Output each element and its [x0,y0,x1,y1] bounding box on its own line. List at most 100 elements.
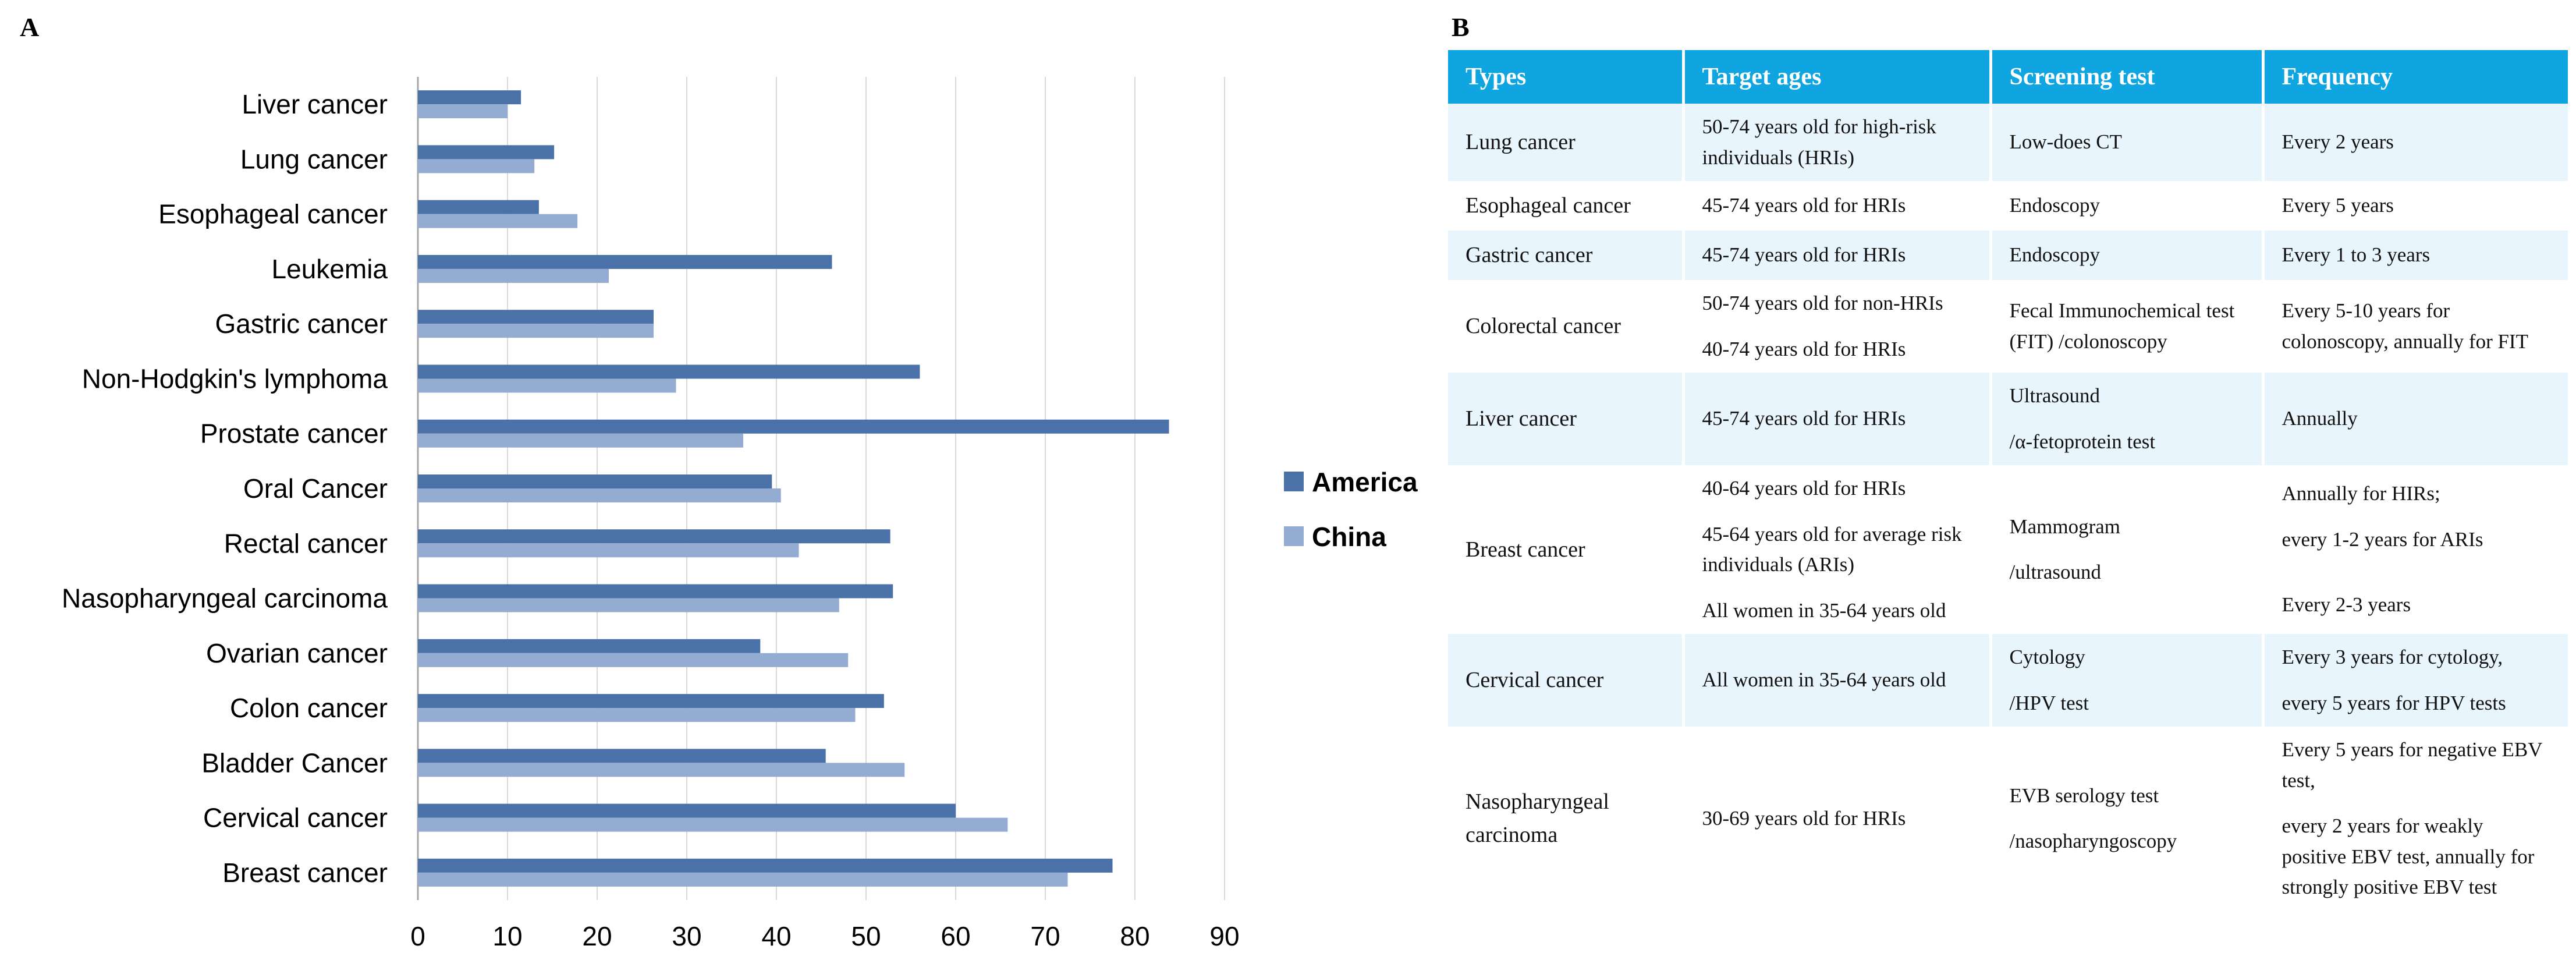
bar-china-10 [418,653,849,667]
category-label: Bladder Cancer [201,748,388,778]
cell-line: Annually [2282,407,2358,430]
cell-frequency: Every 3 years for cytology, every 5 years… [2263,634,2571,727]
cell-line: Mammogram [2009,515,2121,538]
bar-china-0 [418,104,508,119]
legend-label-america: America [1312,467,1418,497]
cell-line: Every 2 years [2282,130,2394,154]
category-labels: Liver cancer Lung cancer Esophageal cancer… [62,89,388,888]
bar-china-2 [418,214,578,228]
cell-line: Colorectal cancer [1466,314,1621,338]
cell-screening-test: Endoscopy [1990,181,2265,231]
cell-line [2282,555,2553,575]
legend-swatch-america [1284,472,1304,491]
cell-line: Every 1 to 3 years [2282,243,2430,267]
cell-line: /nasopharyngoscopy [2009,830,2177,853]
cell-target-ages: 40-64 years old for HRIs 45-64 years old … [1683,465,1992,634]
category-label: Prostate cancer [200,419,388,449]
table-row: Nasopharyngeal carcinoma 30-69 years old … [1448,727,2571,911]
table-row: Breast cancer 40-64 years old for HRIs 45-… [1448,465,2571,634]
panel-label-a: A [20,12,40,42]
x-tick-label: 70 [1030,921,1060,951]
table-row: Lung cancer 50-74 years old for high-risk… [1448,104,2571,181]
table-row: Cervical cancer All women in 35-64 years … [1448,634,2571,727]
cell-screening-test: Ultrasound/α-fetoprotein test [1990,373,2265,465]
cell-line: /ultrasound [2009,561,2101,583]
bar-china-14 [418,872,1068,887]
cell-screening-test: EVB serology test/nasopharyngoscopy [1990,727,2265,911]
cell-frequency: Every 1 to 3 years [2263,231,2571,280]
bar-america-8 [418,529,890,544]
cell-line: All women in 35-64 years old [1702,668,1946,692]
x-tick-label: 50 [851,921,881,951]
cell-target-ages: 45-74 years old for HRIs [1683,181,1992,231]
cell-line: 45-74 years old for HRIs [1702,194,1906,217]
cell-line: Low-does CT [2009,130,2122,154]
bar-chart: Liver cancer Lung cancer Esophageal cancer… [62,77,1418,951]
category-label: Lung cancer [240,144,388,174]
cell-target-ages: All women in 35-64 years old [1683,634,1992,727]
cell-target-ages: 45-74 years old for HRIs [1683,373,1992,465]
category-label: Nasopharyngeal carcinoma [62,583,388,614]
legend: America China [1284,467,1418,552]
cell-line: Nasopharyngeal carcinoma [1466,789,1609,848]
cell-target-ages: 30-69 years old for HRIs [1683,727,1992,911]
bar-america-3 [418,254,832,269]
cell-screening-test: Endoscopy [1990,231,2265,280]
cell-screening-test: Fecal Immunochemical test (FIT) /colonos… [1990,280,2265,373]
bar-america-5 [418,364,920,379]
x-tick-label: 90 [1209,921,1239,951]
bar-america-1 [418,145,555,160]
cell-line: 40-64 years old for HRIs [1702,477,1906,500]
cell-screening-test: Low-does CT [1990,104,2265,181]
cell-screening-test: Mammogram/ultrasound [1990,465,2265,634]
bar-america-13 [418,803,956,818]
cell-line: Endoscopy [2009,243,2100,267]
bar-america-14 [418,858,1113,873]
legend-swatch-china [1284,526,1304,546]
bar-america-4 [418,310,654,324]
category-label: Ovarian cancer [206,638,388,668]
x-tick-label: 30 [672,921,701,951]
cell-line: Cervical cancer [1466,668,1604,692]
cell-line: Every 2-3 years [2282,593,2411,617]
table-row: Liver cancer 45-74 years old for HRIs Ultr… [1448,373,2571,465]
cell-line: Lung cancer [1466,130,1576,154]
cell-line: Ultrasound [2009,384,2100,407]
cell-types: Breast cancer [1448,465,1685,634]
screening-table: Types Target ages Screening test Frequen… [1448,50,2571,911]
cell-frequency: Every 5 years for negative EBV test, ever… [2263,727,2571,911]
cell-types: Liver cancer [1448,373,1685,465]
cell-line: Every 5 years for negative EBV test, [2282,738,2542,792]
cell-screening-test: Cytology/HPV test [1990,634,2265,727]
cell-types: Cervical cancer [1448,634,1685,727]
cell-types: Lung cancer [1448,104,1685,181]
cell-line: every 5 years for HPV tests [2282,691,2506,714]
cell-line: every 1-2 years for ARIs [2282,527,2483,551]
cell-line: All women in 35-64 years old [1702,598,1946,622]
bar-china-7 [418,488,781,502]
bars [418,90,1169,887]
bar-china-13 [418,817,1008,832]
cell-line: Every 5-10 years for colonoscopy, annual… [2282,299,2528,353]
table-row: Gastric cancer 45-74 years old for HRIs En… [1448,231,2571,280]
panel-label-b: B [1452,12,1470,42]
cell-line: Every 3 years for cytology, [2282,646,2503,668]
cell-types: Gastric cancer [1448,231,1685,280]
category-label: Breast cancer [222,858,388,888]
cell-line: 30-69 years old for HRIs [1702,807,1906,830]
category-label: Gastric cancer [215,309,388,339]
category-label: Non-Hodgkin's lymphoma [82,363,388,394]
bar-china-5 [418,378,676,393]
cell-line: 50-74 years old for high-risk individual… [1702,115,1936,169]
cell-frequency: Every 2 years [2263,104,2571,181]
cell-line: Breast cancer [1466,537,1585,562]
bar-america-7 [418,474,772,488]
header-screening-test: Screening test [1990,50,2265,104]
bar-china-6 [418,433,744,448]
cell-frequency: Every 5-10 years for colonoscopy, annual… [2263,280,2571,373]
x-tick-label: 80 [1120,921,1149,951]
cell-target-ages: 50-74 years old for high-risk individual… [1683,104,1992,181]
cell-line: Fecal Immunochemical test (FIT) /colonos… [2009,299,2235,353]
x-tick-label: 0 [410,921,425,951]
table-row: Esophageal cancer 45-74 years old for HRI… [1448,181,2571,231]
